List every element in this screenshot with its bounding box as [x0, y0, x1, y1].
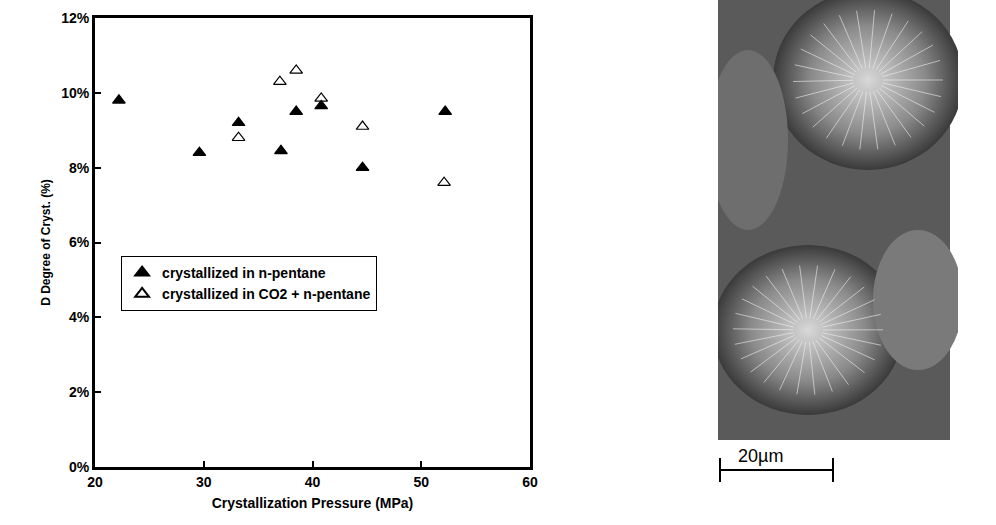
svg-text:30: 30 — [196, 474, 212, 490]
svg-text:20µm: 20µm — [738, 446, 783, 466]
svg-text:10%: 10% — [61, 85, 90, 101]
svg-text:crystallized in CO2 + n-pentan: crystallized in CO2 + n-pentane — [162, 286, 370, 302]
svg-text:4%: 4% — [69, 309, 90, 325]
svg-text:40: 40 — [305, 474, 321, 490]
svg-text:6%: 6% — [69, 234, 90, 250]
svg-text:20: 20 — [87, 474, 103, 490]
svg-text:12%: 12% — [61, 10, 90, 26]
svg-text:50: 50 — [413, 474, 429, 490]
svg-text:2%: 2% — [69, 384, 90, 400]
svg-text:Crystallization Pressure (MPa): Crystallization Pressure (MPa) — [212, 495, 414, 511]
svg-text:60: 60 — [522, 474, 538, 490]
svg-text:8%: 8% — [69, 160, 90, 176]
svg-text:crystallized in n-pentane: crystallized in n-pentane — [162, 265, 326, 281]
svg-text:0%: 0% — [69, 459, 90, 475]
svg-text:D Degree of Cryst. (%): D Degree of Cryst. (%) — [39, 179, 53, 306]
